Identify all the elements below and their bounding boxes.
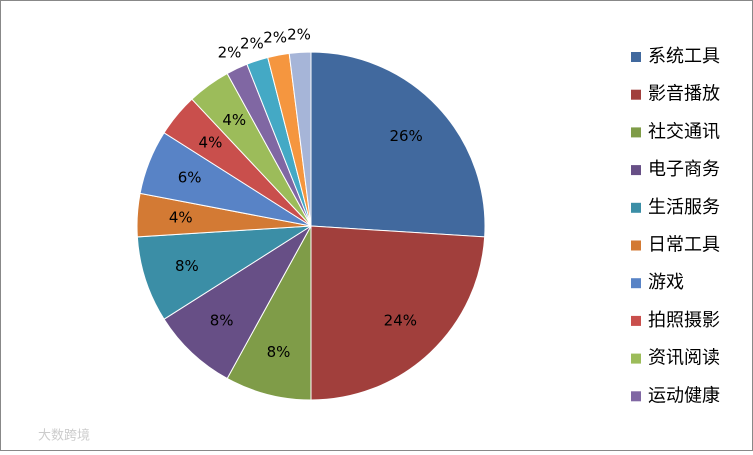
- legend-label: 拍照摄影: [648, 310, 720, 331]
- pie-slice: [310, 225, 486, 401]
- data-label: 6%: [178, 168, 202, 186]
- data-label: 26%: [389, 127, 422, 145]
- data-label: 4%: [169, 208, 193, 226]
- data-label: 24%: [384, 312, 417, 330]
- legend-swatch: [631, 127, 641, 138]
- legend-swatch: [631, 165, 641, 176]
- legend-swatch: [631, 240, 641, 251]
- pie-slice: [288, 51, 312, 227]
- legend-label: 社交通讯: [648, 121, 720, 142]
- data-label: 8%: [267, 343, 291, 361]
- data-label: 2%: [287, 25, 311, 43]
- legend-swatch: [631, 278, 641, 289]
- legend-label: 影音播放: [648, 84, 720, 105]
- data-label: 2%: [263, 28, 287, 46]
- legend-label: 系统工具: [648, 46, 720, 67]
- legend-label: 资讯阅读: [648, 348, 720, 369]
- legend-label: 日常工具: [648, 235, 720, 256]
- legend-label: 运动健康: [648, 385, 720, 406]
- watermark: 大数跨境: [38, 429, 90, 444]
- pie-slice: [310, 51, 486, 238]
- data-label: 8%: [210, 312, 234, 330]
- legend-swatch: [631, 391, 641, 402]
- legend-swatch: [631, 89, 641, 100]
- data-label: 2%: [218, 43, 242, 61]
- legend-swatch: [631, 353, 641, 364]
- legend-swatch: [631, 52, 641, 62]
- data-label: 4%: [199, 133, 223, 151]
- data-label: 2%: [240, 34, 264, 52]
- legend-swatch: [631, 202, 641, 213]
- legend-label: 游戏: [648, 272, 684, 293]
- data-label: 8%: [175, 257, 199, 275]
- legend-swatch: [631, 315, 641, 326]
- legend-label: 生活服务: [648, 197, 720, 218]
- data-label: 4%: [222, 111, 246, 129]
- legend-label: 电子商务: [648, 159, 720, 180]
